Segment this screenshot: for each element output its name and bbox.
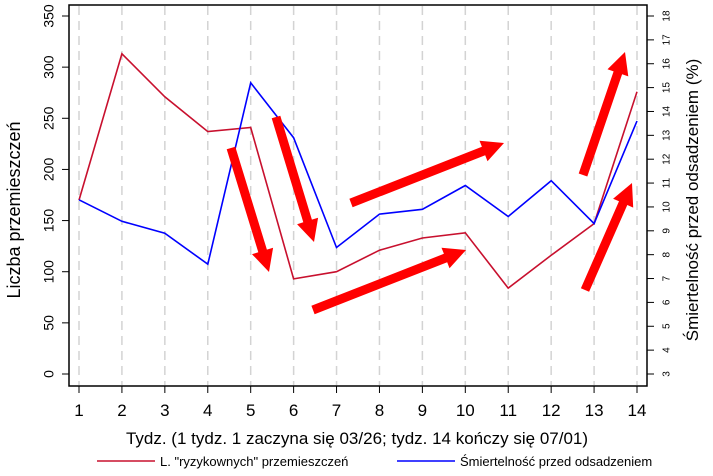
annotation-arrows — [226, 52, 634, 315]
x-tick-label: 2 — [117, 401, 126, 420]
right-tick-label: 6 — [662, 299, 673, 305]
legend-label-blue: Śmiertelność przed odsadzeniem — [460, 454, 652, 469]
x-axis: 1 2 3 4 5 6 7 8 9 10 11 12 13 14 — [74, 386, 646, 420]
x-tick-label: 11 — [499, 401, 517, 420]
right-tick-label: 10 — [662, 201, 673, 213]
left-tick-label: 350 — [41, 4, 57, 28]
right-tick-label: 9 — [662, 228, 673, 234]
right-tick-label: 16 — [662, 58, 673, 70]
left-tick-label: 100 — [41, 260, 57, 284]
x-tick-label: 14 — [628, 401, 647, 420]
x-tick-label: 12 — [542, 401, 561, 420]
series-line-mortality — [78, 80, 638, 266]
right-tick-label: 13 — [662, 129, 673, 141]
left-tick-label: 200 — [41, 158, 57, 182]
arrow-up-icon — [580, 183, 634, 292]
x-tick-label: 9 — [418, 401, 427, 420]
vertical-gridlines — [78, 6, 638, 385]
x-tick-label: 5 — [246, 401, 255, 420]
right-tick-label: 11 — [662, 177, 673, 188]
left-tick-label: 300 — [41, 55, 57, 79]
arrow-up-icon — [349, 140, 504, 208]
plot-frame — [68, 4, 648, 387]
series-lines — [78, 52, 638, 290]
right-tick-label: 14 — [662, 105, 673, 117]
x-tick-label: 3 — [160, 401, 169, 420]
right-tick-label: 17 — [662, 34, 673, 46]
left-tick-label: 250 — [41, 106, 57, 130]
x-axis-title: Tydz. (1 tydz. 1 zaczyna się 03/26; tydz… — [126, 429, 588, 448]
arrow-down-icon — [271, 115, 319, 242]
x-tick-label: 6 — [289, 401, 298, 420]
x-tick-label: 7 — [332, 401, 341, 420]
right-tick-label: 12 — [662, 153, 673, 165]
legend: L. "ryzykownych" przemieszczeń Śmierteln… — [97, 454, 652, 469]
right-tick-label: 7 — [662, 275, 673, 281]
left-tick-label: 0 — [41, 370, 57, 378]
right-tick-label: 8 — [662, 251, 673, 257]
arrow-down-icon — [226, 146, 274, 272]
y-axis-title-left: Liczba przemieszczeń — [4, 121, 24, 298]
x-tick-label: 10 — [456, 401, 475, 420]
right-tick-label: 15 — [662, 82, 673, 94]
arrow-up-icon — [578, 52, 629, 177]
x-tick-label: 13 — [585, 401, 604, 420]
legend-label-red: L. "ryzykownych" przemieszczeń — [160, 454, 348, 469]
x-tick-label: 8 — [375, 401, 384, 420]
right-tick-label: 18 — [662, 10, 673, 22]
x-tick-label: 1 — [74, 401, 83, 420]
left-tick-label: 50 — [41, 315, 57, 331]
y-axis-title-right: Śmiertelność przed odsadzeniem (%) — [683, 59, 702, 342]
series-line-risky-movements — [78, 52, 638, 290]
right-y-axis: 3 4 5 6 7 8 9 10 11 12 13 14 15 16 17 18 — [647, 10, 673, 377]
arrow-up-icon — [311, 247, 466, 315]
x-tick-label: 4 — [203, 401, 212, 420]
right-tick-label: 3 — [662, 371, 673, 377]
left-tick-label: 150 — [41, 209, 57, 233]
right-tick-label: 5 — [662, 323, 673, 329]
right-tick-label: 4 — [662, 347, 673, 353]
left-y-axis: 0 50 100 150 200 250 300 350 — [41, 4, 69, 378]
